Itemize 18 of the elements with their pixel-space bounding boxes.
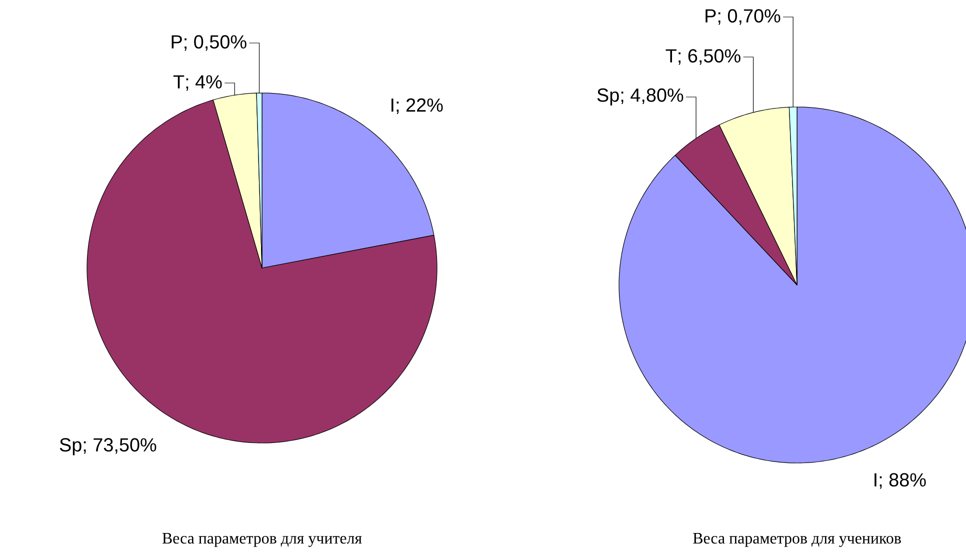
data-label: ; 88%	[880, 473, 926, 489]
data-label: ; 6,50%	[678, 49, 740, 65]
text: Веса параметров для учеников	[693, 533, 901, 547]
data-label: ; 0,50%	[184, 35, 246, 51]
slice-label: T	[173, 75, 184, 88]
data-label: ; 22%	[396, 98, 443, 114]
data-label: ; 4,80%	[621, 88, 684, 104]
slice-label: P	[706, 9, 716, 22]
slice-label: I	[392, 98, 394, 112]
data-label: ; 4%	[186, 75, 222, 91]
slice-label: P	[172, 35, 182, 48]
slice-label: I	[874, 473, 876, 486]
slice-label: T	[666, 49, 676, 62]
text: Веса параметров для учителя	[162, 533, 362, 547]
data-label: ; 0,70%	[718, 9, 780, 25]
data-label: ; 73,50%	[84, 438, 156, 454]
slice-label: Sp	[60, 438, 82, 456]
slice-label: Sp	[597, 88, 619, 106]
